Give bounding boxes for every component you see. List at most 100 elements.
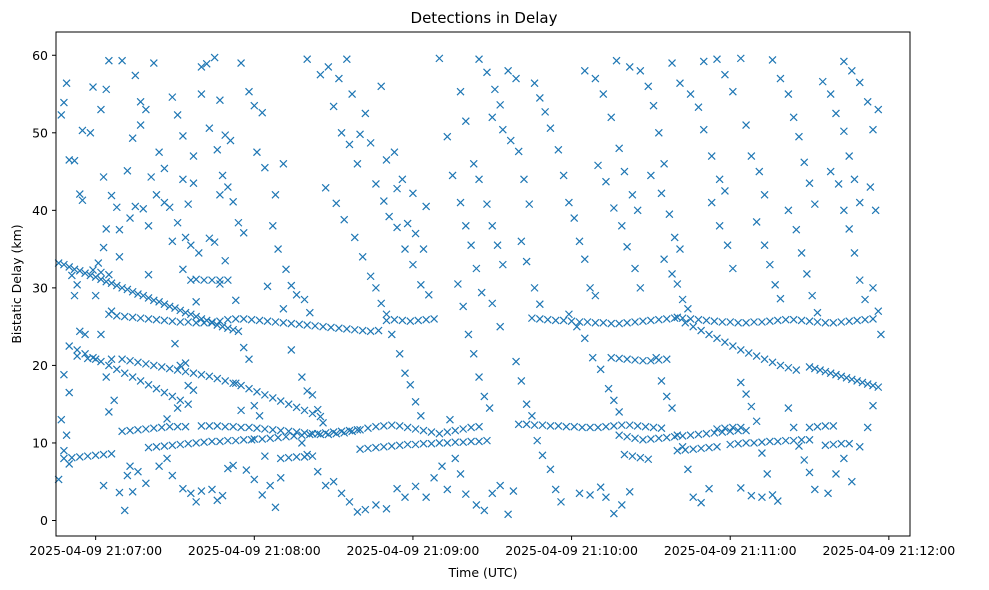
data-point (97, 275, 105, 284)
data-point (662, 314, 671, 323)
data-point (120, 312, 129, 321)
data-point (467, 437, 476, 446)
data-point (758, 438, 766, 447)
data-point (839, 127, 848, 136)
data-point (435, 54, 444, 63)
data-point (358, 252, 367, 261)
data-point (527, 411, 536, 420)
data-point (237, 381, 246, 390)
data-point (178, 175, 187, 184)
data-point (390, 148, 399, 157)
data-point (356, 445, 364, 454)
data-point (456, 198, 465, 207)
data-point (699, 125, 708, 134)
data-point (316, 412, 325, 421)
data-point (813, 422, 822, 431)
data-point (625, 487, 634, 496)
data-point (765, 317, 774, 326)
data-point (361, 109, 370, 118)
data-point (157, 363, 166, 371)
data-point (522, 400, 531, 409)
data-point (403, 219, 412, 228)
data-point (411, 482, 420, 491)
data-point (65, 459, 74, 468)
data-point (575, 318, 584, 326)
data-point (171, 339, 179, 348)
data-point (266, 481, 275, 490)
data-point (123, 285, 132, 294)
data-point (102, 277, 111, 286)
data-point (480, 392, 489, 401)
data-point (160, 300, 169, 309)
data-point (461, 490, 470, 499)
data-point (869, 314, 877, 323)
data-point (419, 245, 428, 254)
data-point (110, 396, 119, 405)
data-point (572, 322, 581, 331)
data-point (229, 197, 238, 206)
data-point (726, 440, 735, 449)
data-point (126, 356, 134, 365)
data-point (575, 489, 584, 498)
data-point (512, 357, 520, 366)
data-point (855, 442, 864, 451)
data-point (329, 428, 338, 437)
data-point (276, 426, 285, 435)
data-point (609, 396, 618, 405)
data-point (364, 424, 372, 433)
data-point (837, 372, 846, 381)
data-point (160, 164, 169, 173)
data-point (694, 315, 703, 324)
data-point (570, 214, 579, 223)
data-point (178, 265, 187, 274)
data-point (268, 425, 277, 434)
data-point (874, 383, 883, 392)
data-point (784, 404, 793, 412)
data-point (773, 316, 782, 325)
data-point (422, 493, 431, 502)
data-point (686, 314, 695, 323)
data-point (488, 489, 497, 498)
data-point (104, 408, 113, 416)
data-point (234, 327, 243, 336)
data-point (387, 330, 396, 339)
data-point (89, 83, 97, 91)
data-point (321, 183, 330, 192)
data-point (869, 125, 877, 134)
data-point (173, 422, 182, 431)
data-point (673, 280, 682, 288)
data-point (216, 276, 224, 285)
data-point (639, 435, 647, 444)
data-point (562, 422, 571, 431)
data-point (165, 422, 174, 431)
data-point (290, 432, 298, 440)
data-point (377, 82, 386, 91)
data-point (826, 369, 835, 378)
data-point (223, 315, 232, 324)
data-point (250, 475, 259, 484)
data-point (213, 421, 222, 430)
data-point (683, 304, 692, 313)
data-point (89, 266, 97, 274)
data-point (107, 355, 116, 364)
data-point (303, 321, 312, 330)
data-point (128, 313, 137, 322)
data-point (239, 343, 248, 352)
data-point (697, 498, 706, 507)
data-point (75, 190, 84, 198)
data-point (808, 291, 817, 300)
x-tick-label: 2025-04-09 21:09:00 (347, 543, 480, 558)
data-point (260, 425, 269, 433)
data-point (446, 415, 454, 424)
data-point (178, 484, 187, 493)
data-point (192, 312, 201, 321)
data-point (168, 237, 177, 246)
data-point (522, 257, 531, 266)
data-point (393, 484, 401, 493)
data-point (189, 369, 198, 378)
data-point (673, 431, 682, 440)
data-point (403, 440, 412, 449)
data-point (319, 322, 327, 331)
data-point (514, 147, 523, 156)
data-point (535, 314, 544, 323)
